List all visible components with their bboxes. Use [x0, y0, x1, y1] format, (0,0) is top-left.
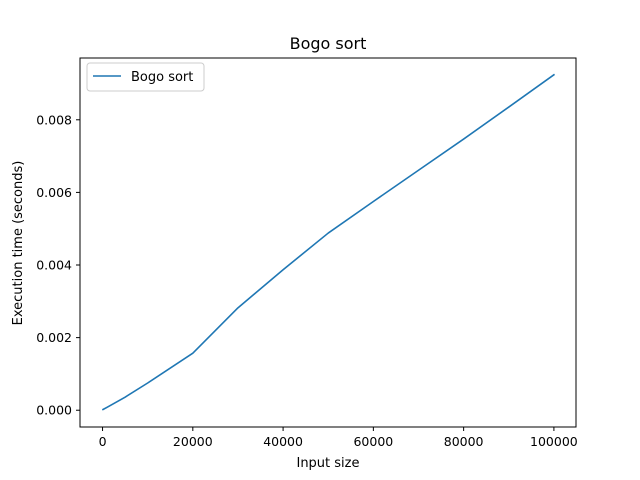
y-axis-ticks: 0.000 0.002 0.004 0.006 0.008 [36, 112, 80, 418]
chart-title: Bogo sort [290, 34, 367, 53]
x-axis-label: Input size [296, 456, 359, 471]
x-tick-label: 80000 [444, 434, 484, 449]
x-axis-ticks: 0 20000 40000 60000 80000 100000 [99, 427, 578, 449]
x-tick-label: 20000 [173, 434, 213, 449]
y-tick-label: 0.000 [36, 403, 72, 418]
y-tick-label: 0.008 [36, 112, 72, 127]
legend: Bogo sort [86, 62, 205, 92]
plot-area [79, 57, 577, 428]
x-tick-label: 100000 [530, 434, 578, 449]
y-tick-label: 0.002 [36, 330, 72, 345]
y-axis-label: Execution time (seconds) [11, 161, 26, 326]
legend-box [86, 62, 205, 92]
x-tick-label: 0 [99, 434, 107, 449]
series-line-bogo-sort [101, 73, 556, 411]
x-tick-label: 60000 [353, 434, 393, 449]
x-tick-label: 40000 [263, 434, 303, 449]
y-tick-label: 0.004 [36, 258, 72, 273]
legend-label-bogo-sort: Bogo sort [131, 70, 193, 85]
y-tick-label: 0.006 [36, 185, 72, 200]
axes-frame [79, 57, 577, 428]
